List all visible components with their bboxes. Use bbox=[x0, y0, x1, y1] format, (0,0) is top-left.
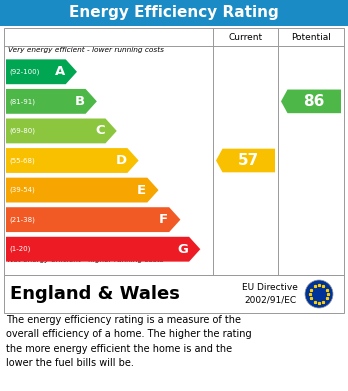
Polygon shape bbox=[6, 89, 97, 114]
Polygon shape bbox=[281, 90, 341, 113]
Text: Not energy efficient - higher running costs: Not energy efficient - higher running co… bbox=[8, 257, 164, 263]
Text: (1-20): (1-20) bbox=[9, 246, 30, 253]
Text: F: F bbox=[159, 213, 168, 226]
Polygon shape bbox=[216, 149, 275, 172]
Text: (81-91): (81-91) bbox=[9, 98, 35, 105]
Text: (92-100): (92-100) bbox=[9, 68, 39, 75]
Text: England & Wales: England & Wales bbox=[10, 285, 180, 303]
Text: Very energy efficient - lower running costs: Very energy efficient - lower running co… bbox=[8, 47, 164, 53]
Polygon shape bbox=[6, 148, 139, 173]
Text: (21-38): (21-38) bbox=[9, 216, 35, 223]
Text: (69-80): (69-80) bbox=[9, 128, 35, 134]
Text: 57: 57 bbox=[238, 153, 259, 168]
Text: EU Directive
2002/91/EC: EU Directive 2002/91/EC bbox=[242, 283, 298, 305]
Polygon shape bbox=[6, 59, 77, 84]
Polygon shape bbox=[6, 207, 180, 232]
Text: G: G bbox=[177, 243, 188, 256]
Text: 86: 86 bbox=[303, 94, 325, 109]
Text: E: E bbox=[137, 183, 146, 197]
Polygon shape bbox=[6, 178, 159, 203]
Text: Potential: Potential bbox=[291, 32, 331, 41]
Text: B: B bbox=[74, 95, 85, 108]
Bar bbox=[4, 275, 344, 313]
Text: (55-68): (55-68) bbox=[9, 157, 35, 164]
Text: The energy efficiency rating is a measure of the
overall efficiency of a home. T: The energy efficiency rating is a measur… bbox=[6, 315, 252, 368]
Text: Energy Efficiency Rating: Energy Efficiency Rating bbox=[69, 5, 279, 20]
Circle shape bbox=[305, 280, 333, 308]
Bar bbox=[4, 28, 344, 275]
Text: C: C bbox=[95, 124, 104, 137]
Bar bbox=[0, 0, 348, 26]
Text: Current: Current bbox=[228, 32, 262, 41]
Text: D: D bbox=[115, 154, 126, 167]
Polygon shape bbox=[6, 118, 117, 143]
Polygon shape bbox=[6, 237, 200, 262]
Text: (39-54): (39-54) bbox=[9, 187, 35, 193]
Text: A: A bbox=[54, 65, 65, 78]
